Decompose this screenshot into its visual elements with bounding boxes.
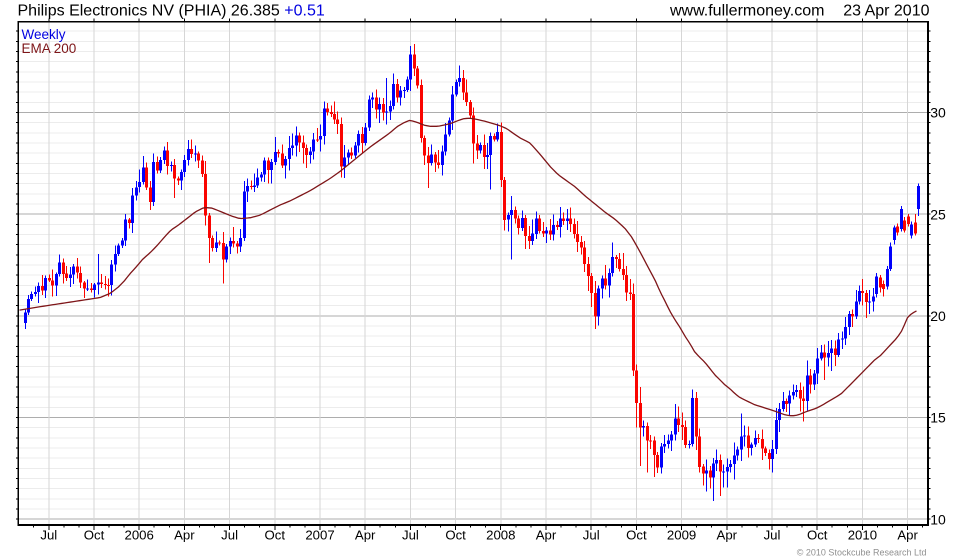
svg-text:Jul: Jul — [40, 528, 57, 543]
svg-text:15: 15 — [930, 410, 946, 426]
svg-text:© 2010 Stockcube Research Ltd: © 2010 Stockcube Research Ltd — [797, 547, 927, 557]
svg-text:20: 20 — [930, 308, 946, 324]
svg-text:Apr: Apr — [717, 528, 738, 543]
svg-text:EMA 200: EMA 200 — [22, 41, 77, 56]
svg-text:Jul: Jul — [764, 528, 781, 543]
svg-text:Oct: Oct — [807, 528, 828, 543]
svg-text:23 Apr 2010: 23 Apr 2010 — [843, 2, 929, 19]
svg-text:Oct: Oct — [84, 528, 105, 543]
svg-text:2009: 2009 — [667, 528, 696, 543]
svg-text:Apr: Apr — [174, 528, 195, 543]
svg-text:Oct: Oct — [626, 528, 647, 543]
svg-text:Apr: Apr — [355, 528, 376, 543]
svg-text:Jul: Jul — [402, 528, 419, 543]
svg-text:Apr: Apr — [536, 528, 557, 543]
svg-text:Philips Electronics NV (PHIA): Philips Electronics NV (PHIA) 26.385 +0.… — [18, 2, 325, 19]
svg-text:www.fullermoney.com: www.fullermoney.com — [669, 2, 824, 19]
svg-text:Weekly: Weekly — [22, 27, 66, 42]
svg-text:2007: 2007 — [305, 528, 334, 543]
svg-text:Oct: Oct — [265, 528, 286, 543]
svg-text:30: 30 — [930, 105, 946, 121]
svg-text:10: 10 — [930, 511, 946, 527]
svg-text:25: 25 — [930, 206, 946, 222]
svg-text:Jul: Jul — [221, 528, 238, 543]
svg-text:Oct: Oct — [445, 528, 466, 543]
svg-text:2010: 2010 — [848, 528, 877, 543]
svg-text:2006: 2006 — [125, 528, 154, 543]
svg-text:2008: 2008 — [486, 528, 515, 543]
svg-text:Jul: Jul — [583, 528, 600, 543]
svg-text:Apr: Apr — [897, 528, 918, 543]
